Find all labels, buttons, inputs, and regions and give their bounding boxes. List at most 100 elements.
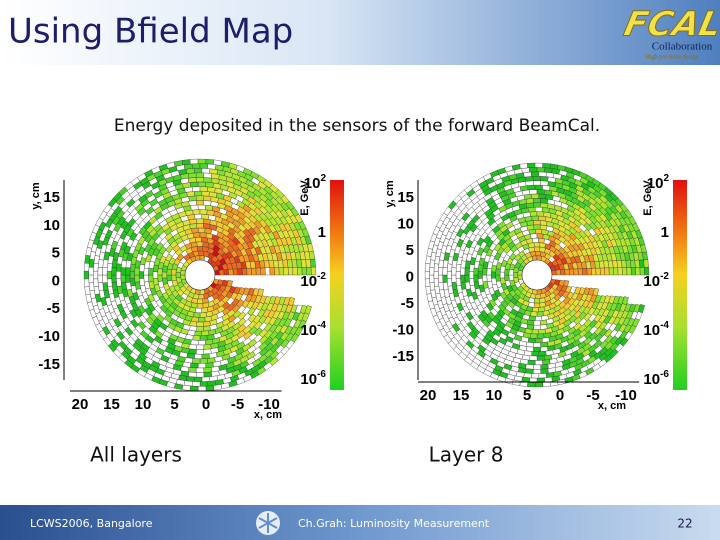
y-tick-label: 5 (406, 242, 414, 259)
heatmap-cell (120, 274, 126, 283)
heatmap-cell (246, 267, 252, 276)
heatmap-cell (530, 311, 538, 317)
heatmap-cell (166, 268, 172, 276)
heatmap-cell (438, 274, 444, 283)
heatmap-cell (424, 270, 430, 280)
footer-icon (256, 511, 280, 535)
heatmap-cell (535, 293, 542, 299)
heatmap-cell (532, 307, 539, 313)
y-axis-label: y, cm (384, 180, 396, 208)
heatmap-cell (536, 355, 545, 361)
heatmap-cell (201, 213, 210, 220)
heatmap-cell (310, 258, 316, 268)
heatmap-cell (617, 267, 623, 276)
colorbar-tick-label: 10-6 (300, 369, 326, 388)
colorbar-tick-label: 10-4 (300, 320, 326, 339)
heatmap-cell (197, 204, 206, 210)
heatmap-cell (533, 320, 541, 326)
heatmap-cell (189, 385, 199, 392)
heatmap-cell (195, 367, 205, 373)
x-tick-label: 10 (135, 396, 152, 413)
heatmap-cell (189, 158, 199, 165)
heatmap-cell (538, 351, 547, 357)
heatmap-cell (534, 162, 543, 168)
heatmap-cell (84, 254, 91, 264)
y-tick-label: 10 (397, 215, 414, 232)
heatmap-cell (433, 263, 439, 272)
heatmap-cell (199, 186, 208, 192)
heatmap-cell (442, 267, 448, 276)
heatmap-cell (139, 271, 144, 279)
heatmap-cell (513, 272, 518, 278)
heatmap-cell (102, 266, 108, 276)
heatmap-cell (193, 168, 203, 174)
tick-base: 1 (661, 224, 669, 241)
heatmap-cell (451, 274, 457, 283)
heatmap-cell (191, 381, 201, 387)
heatmap-cell (635, 267, 641, 276)
heatmap-cell (203, 195, 212, 202)
heatmap-cell (196, 298, 204, 304)
heatmap-cell (237, 268, 243, 276)
heatmap-cell (199, 335, 208, 341)
heatmap-cell (460, 267, 466, 276)
x-tick-label: 5 (170, 396, 178, 413)
heatmap-cell (533, 302, 541, 308)
heatmap-cell (218, 269, 225, 276)
heatmap-cell (535, 206, 543, 212)
heatmap-cell (152, 271, 158, 279)
heatmap-cell (535, 229, 543, 234)
heatmap-cell (533, 325, 541, 330)
heatmap-cell (540, 176, 549, 182)
heatmap-cell (460, 274, 466, 283)
heatmap-cell (533, 176, 541, 181)
y-axis-label: y, cm (30, 182, 42, 210)
heatmap-cell (438, 267, 444, 276)
heatmap-cell (241, 267, 248, 276)
heatmap-cell (190, 362, 199, 369)
heatmap-cell (525, 176, 534, 182)
heatmap-cell (533, 246, 541, 252)
heatmap-cell (193, 312, 201, 318)
heatmap-cell (196, 326, 204, 332)
heatmap-cell (533, 364, 541, 370)
heatmap-cell (197, 158, 207, 164)
heatmap-cell (529, 211, 538, 217)
heatmap-cell (181, 384, 191, 391)
heatmap-cell (536, 233, 544, 239)
heatmap-cell (143, 274, 149, 283)
heatmap-cell (201, 168, 211, 174)
heatmap-cell (190, 339, 199, 346)
heatmap-cell (560, 268, 566, 276)
y-tick-label: 0 (52, 272, 60, 289)
heatmap-cell (533, 180, 541, 186)
heatmap-cell (196, 200, 204, 206)
heatmap-cell (538, 171, 547, 177)
heatmap-cell (525, 180, 534, 186)
heatmap-cell (197, 181, 206, 187)
heatmap-cell (143, 267, 149, 276)
heatmap-cell (534, 360, 543, 366)
heatmap-cell (148, 274, 154, 283)
colorbar-tick-label: 10-2 (300, 271, 326, 290)
heatmap-cell (473, 267, 479, 276)
heatmap-cell (196, 241, 204, 247)
x-tick-label: 0 (202, 396, 210, 413)
heatmap-cell (529, 333, 538, 339)
heatmap-cell (194, 330, 202, 337)
heatmap-cell (525, 202, 534, 209)
x-tick-label: -10 (258, 396, 280, 413)
beam-hole (184, 259, 216, 291)
x-tick-label: 20 (72, 396, 89, 413)
heatmap-cell (111, 267, 117, 276)
heatmap-cell (199, 163, 209, 169)
heatmap-cell (278, 267, 285, 276)
heatmap-cell (192, 209, 201, 215)
heatmap-cell (196, 349, 204, 355)
footer-bar (0, 505, 720, 540)
heatmap-cell (534, 382, 543, 388)
y-tick-label: -10 (38, 328, 60, 345)
heatmap-cell (536, 189, 545, 195)
